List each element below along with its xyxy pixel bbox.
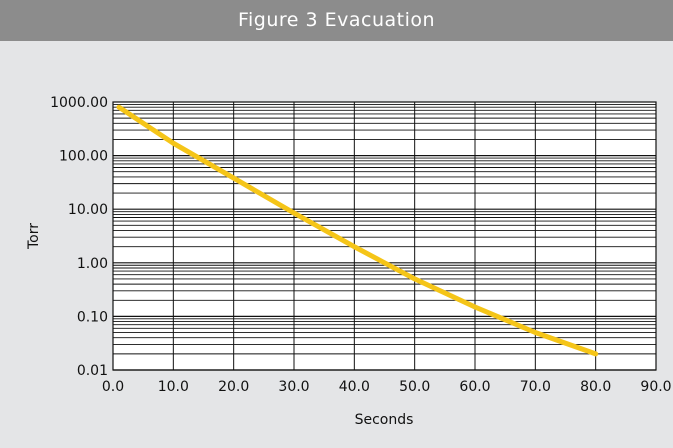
x-tick-labels: 0.0 10.0 20.0 30.0 40.0 50.0 60.0 70.0 80.0 90.0 [102,379,672,395]
x-tick-label: 0.0 [102,379,124,395]
plot-area [113,102,656,370]
x-tick-label: 90.0 [640,379,671,395]
y-axis-title: Torr [26,223,42,250]
x-tick-label: 20.0 [218,379,249,395]
x-tick-label: 10.0 [158,379,189,395]
x-tick-label: 70.0 [520,379,551,395]
y-tick-label: 10.00 [68,202,108,218]
y-tick-labels: 0.01 0.10 1.00 10.00 100.00 1000.00 [50,95,108,379]
y-tick-label: 1000.00 [50,95,108,111]
y-tick-label: 0.10 [77,309,108,325]
y-tick-label: 0.01 [77,363,108,379]
x-tick-label: 50.0 [399,379,430,395]
x-tick-label: 40.0 [339,379,370,395]
evacuation-curve [116,104,599,357]
series [116,104,599,357]
y-tick-label: 100.00 [59,149,108,165]
x-axis-title: Seconds [355,412,414,428]
y-tick-label: 1.00 [77,256,108,272]
x-tick-label: 60.0 [459,379,490,395]
x-tick-label: 30.0 [278,379,309,395]
figure-title: Figure 3 Evacuation [0,0,673,41]
plot-border [112,101,657,371]
x-tick-label: 80.0 [580,379,611,395]
